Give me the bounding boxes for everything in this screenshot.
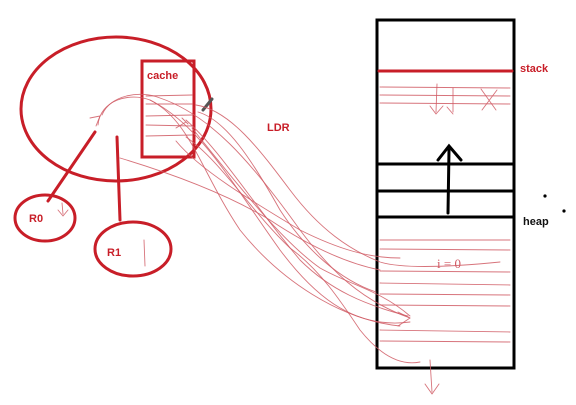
memory-column (375, 18, 516, 370)
r1-label: R1 (107, 247, 121, 259)
r0-ellipse (13, 193, 77, 243)
cache-box (140, 59, 196, 159)
r1-ellipse (93, 220, 173, 278)
r0-connector (46, 130, 97, 203)
heap-growth-arrow (446, 148, 451, 215)
dot-mark (562, 209, 566, 213)
heap-label: heap (523, 216, 549, 228)
pencil-mark-icon (201, 97, 214, 112)
memory-annotation: i = 0 (437, 256, 461, 271)
r1-connector (115, 135, 122, 222)
stack-label: stack (520, 63, 549, 75)
r0-arrow-icon (57, 202, 69, 217)
stack-sketch-lines (379, 83, 511, 115)
cache-label: cache (147, 70, 178, 82)
dot-mark (543, 194, 547, 198)
ldr-flow-lines (89, 93, 501, 364)
cache-lines (145, 94, 193, 137)
heap-growth-arrowhead-icon (436, 143, 463, 162)
r0-label: R0 (29, 213, 43, 225)
heap-sketch-lines (379, 239, 511, 395)
cpu-ellipse (19, 35, 213, 183)
r1-mark (143, 239, 146, 267)
ldr-label: LDR (267, 122, 290, 134)
